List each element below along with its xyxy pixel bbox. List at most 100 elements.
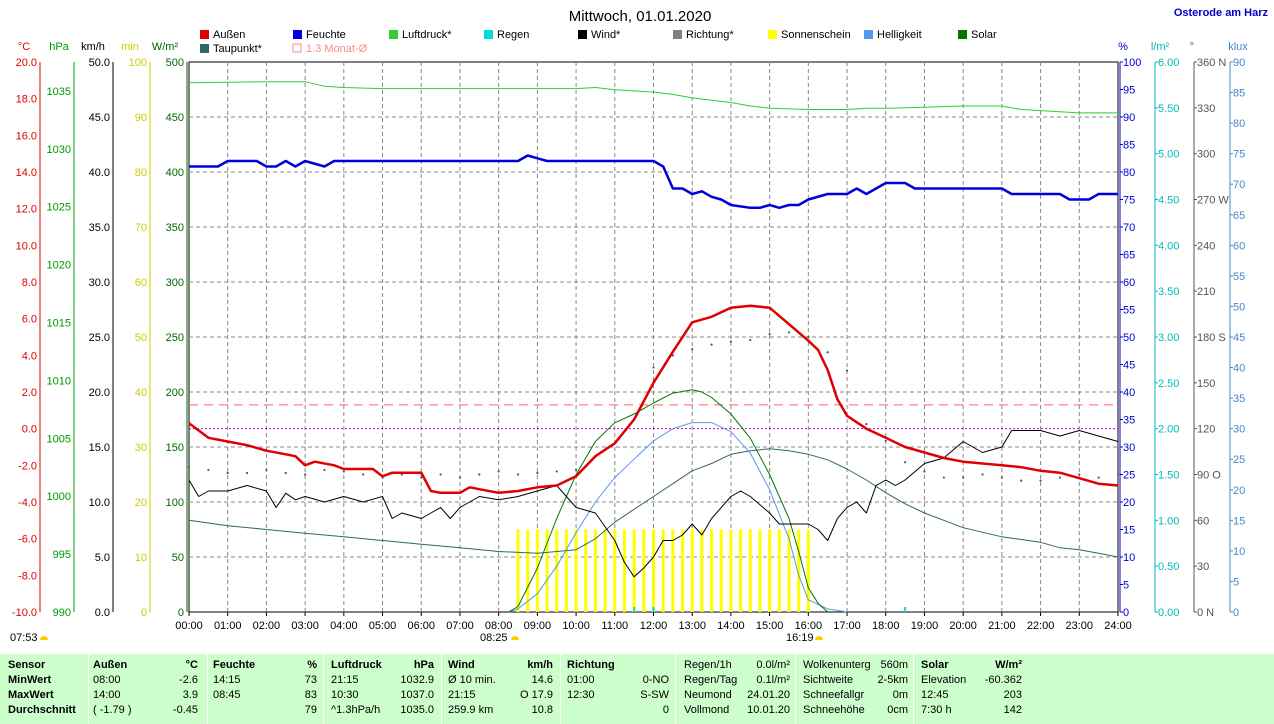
series-line: [508, 389, 829, 613]
chart-title: Mittwoch, 01.01.2020: [569, 8, 712, 25]
direction-point: [1000, 476, 1003, 479]
sunshine-bar: [768, 529, 772, 612]
axis-tick-label: 50: [172, 552, 184, 564]
axis-tick-label: 90 O: [1197, 470, 1221, 482]
axis-tick-label: 0.0: [22, 424, 37, 436]
axis-tick-label: 4.00: [1158, 240, 1179, 252]
legend-label: Außen: [213, 29, 245, 41]
axis-tick-label: -10.0: [12, 607, 37, 619]
axis-tick-label: 0.00: [1158, 607, 1179, 619]
series-line: [188, 81, 1118, 114]
axis-tick-label: 350: [166, 222, 184, 234]
plot-area: [187, 81, 1120, 613]
axis-tick-label: -6.0: [18, 534, 37, 546]
direction-point: [865, 422, 868, 426]
axis-tick-label: 0.0: [95, 607, 110, 619]
axis-tick-label: 100: [166, 497, 184, 509]
x-tick-label: 13:00: [678, 620, 706, 632]
axis-tick-label: 95: [1123, 85, 1135, 97]
axis-tick-label: 180 S: [1197, 332, 1226, 344]
axis-tick-label: 15: [1233, 515, 1245, 527]
stats-value: 83: [304, 689, 317, 701]
direction-point: [342, 470, 345, 473]
sunshine-bar: [758, 529, 762, 612]
axis-tick-label: 120: [1197, 424, 1215, 436]
axis-tick-label: 10: [1123, 552, 1135, 564]
axis-tick-label: 4.50: [1158, 195, 1179, 207]
stats-row-label: MinWert: [8, 674, 52, 686]
axis-tick-label: 35: [1123, 415, 1135, 427]
direction-point: [962, 476, 965, 479]
axis-tick-label: 55: [1233, 271, 1245, 283]
stats-value: -60.362: [984, 674, 1022, 686]
stats-label: Regen/1h: [684, 659, 732, 671]
axis-tick-label: 5.50: [1158, 103, 1179, 115]
axis-tick-label: 18.0: [16, 94, 37, 106]
rain-bar: [904, 607, 907, 612]
axis-tick-label: 40: [1123, 387, 1135, 399]
sunshine-bar: [526, 529, 530, 612]
axis-tick-label: 995: [53, 549, 71, 561]
axis-tick-label: 1020: [47, 260, 71, 272]
stats-value: -2.6: [179, 674, 198, 686]
x-tick-label: 05:00: [369, 620, 397, 632]
sunshine-bar: [748, 529, 752, 612]
stats-value: 79: [304, 704, 317, 716]
axis-tick-label: 8.0: [22, 277, 37, 289]
sunshine-bar: [574, 529, 578, 612]
stats-value: 24.01.20: [747, 689, 790, 701]
axis-unit: min: [121, 41, 139, 53]
axis-tick-label: 250: [166, 332, 184, 344]
stats-label: Regen/Tag: [684, 674, 738, 686]
direction-point: [981, 473, 984, 476]
axis-tick-label: 3.00: [1158, 332, 1179, 344]
x-tick-label: 17:00: [833, 620, 861, 632]
sunshine-bar: [787, 529, 791, 612]
stats-row-label: Durchschnitt: [8, 704, 76, 716]
stats-value: 0m: [892, 689, 908, 701]
axis-tick-label: 1010: [47, 375, 71, 387]
axis-unit: °C: [18, 41, 30, 53]
axis-tick-label: 35.0: [89, 222, 110, 234]
stats-label: Sichtweite: [803, 674, 854, 686]
stats-value: 0: [662, 704, 669, 716]
stats-value-time: 10:30: [331, 689, 359, 701]
series-line: [188, 430, 1119, 578]
x-tick-label: 16:00: [795, 620, 823, 632]
stats-label: 7:30 h: [921, 704, 952, 716]
legend-swatch: [292, 43, 302, 53]
sunshine-bar: [681, 529, 685, 612]
direction-point: [1058, 476, 1062, 479]
axis-tick-label: 85: [1123, 140, 1135, 152]
sunshine-bar: [564, 529, 568, 612]
stats-header: Sensor: [8, 659, 46, 671]
axis-tick-label: 3.50: [1158, 286, 1179, 298]
axis-tick-label: 50: [1123, 332, 1135, 344]
legend-label: Luftdruck*: [402, 29, 452, 41]
legend-label: Feuchte: [306, 29, 346, 41]
axis-tick-label: 4.0: [22, 350, 37, 362]
direction-point: [187, 465, 191, 468]
stats-value-time: 14:00: [93, 689, 121, 701]
stats-value-time: 259.9 km: [448, 704, 494, 716]
stats-value: -0.45: [172, 704, 198, 716]
stats-value: 14.6: [531, 674, 553, 686]
sunshine-bar: [535, 529, 539, 612]
axis-tick-label: 50: [135, 332, 147, 344]
axis-unit: km/h: [81, 41, 105, 53]
stats-separator: [795, 654, 796, 724]
axis-tick-label: 60: [1123, 277, 1135, 289]
grid: [188, 61, 1119, 613]
axis-unit: W/m²: [152, 41, 179, 53]
axis-tick-label: 10.0: [89, 497, 110, 509]
direction-point: [245, 471, 249, 475]
legend: Außen Feuchte Luftdruck* Regen Wind* Richtung…: [200, 29, 997, 55]
axis-tick-label: 10: [135, 552, 147, 564]
axis-tick-label: 0: [1123, 607, 1129, 619]
sunrise-label: 07:53: [10, 632, 38, 644]
x-tick-label: 20:00: [949, 620, 977, 632]
axis-tick-label: -4.0: [18, 497, 37, 509]
axis-tick-label: 330: [1197, 103, 1215, 115]
x-axis-labels: 00:00 01:00 02:00 03:00 04:00 05:00 06:00 07:00…: [10, 612, 1132, 644]
axis-tick-label: 6.00: [1158, 57, 1179, 69]
